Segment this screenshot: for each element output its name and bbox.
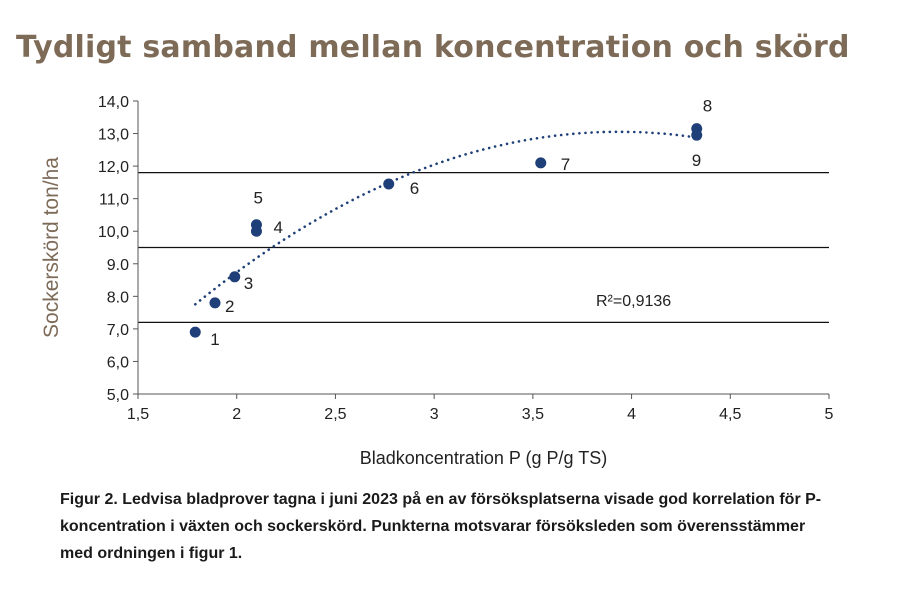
data-point bbox=[189, 326, 201, 338]
figure-title: Tydligt samband mellan koncentration och… bbox=[16, 30, 850, 65]
y-tick-label: 14,0 bbox=[98, 94, 129, 111]
y-axis-label: Sockerskörd ton/ha bbox=[40, 157, 63, 338]
y-tick-label: 13,0 bbox=[98, 127, 129, 144]
point-label: 4 bbox=[273, 218, 282, 237]
data-points: 123 45 6 7 8 9 bbox=[189, 97, 712, 349]
axes bbox=[137, 101, 829, 395]
x-tick-label: 5 bbox=[825, 406, 834, 423]
data-point bbox=[209, 297, 221, 309]
point-label: 3 bbox=[244, 274, 253, 293]
data-point bbox=[229, 271, 241, 283]
point-label: 9 bbox=[692, 151, 701, 170]
x-tick-label: 4 bbox=[627, 406, 636, 423]
data-point bbox=[535, 157, 547, 169]
data-point bbox=[383, 178, 395, 190]
y-tick-label: 7,0 bbox=[107, 322, 129, 339]
figure-caption: Figur 2. Ledvisa bladprover tagna i juni… bbox=[60, 491, 822, 562]
x-tick-label: 4,5 bbox=[719, 406, 741, 423]
gridlines bbox=[138, 171, 829, 324]
trendline bbox=[194, 130, 698, 306]
point-label: 6 bbox=[410, 179, 419, 198]
point-label: 8 bbox=[703, 97, 712, 116]
data-point bbox=[250, 219, 262, 231]
y-tick-label: 10,0 bbox=[98, 224, 129, 241]
x-tick-label: 1,5 bbox=[127, 406, 149, 423]
x-tick-label: 2 bbox=[232, 406, 241, 423]
point-label: 7 bbox=[561, 155, 570, 174]
y-tick-label: 12,0 bbox=[98, 159, 129, 176]
x-tick-label: 3,5 bbox=[522, 406, 544, 423]
x-axis-label: Bladkoncentration P (g P/g TS) bbox=[360, 448, 607, 468]
x-ticks: 1,5 2 2,5 3 3,5 4 4,5 5 bbox=[127, 394, 834, 423]
scatter-chart: 5,0 6,0 7,0 8.0 9.0 10,0 11,0 12,0 13,0 14,0 1,5 2… bbox=[40, 94, 834, 468]
point-label: 2 bbox=[225, 297, 234, 316]
x-tick-label: 3 bbox=[430, 406, 439, 423]
x-tick-label: 2,5 bbox=[324, 406, 346, 423]
r-squared-label: R²=0,9136 bbox=[596, 293, 671, 310]
y-tick-label: 6,0 bbox=[107, 354, 129, 371]
y-tick-label: 11,0 bbox=[99, 192, 129, 209]
point-label: 5 bbox=[253, 189, 262, 208]
y-tick-label: 8.0 bbox=[107, 289, 129, 306]
data-point bbox=[691, 129, 703, 141]
y-ticks: 5,0 6,0 7,0 8.0 9.0 10,0 11,0 12,0 13,0 14,0 bbox=[98, 94, 138, 404]
point-label: 1 bbox=[210, 330, 219, 349]
y-tick-label: 5,0 bbox=[107, 387, 129, 404]
y-tick-label: 9.0 bbox=[107, 257, 129, 274]
